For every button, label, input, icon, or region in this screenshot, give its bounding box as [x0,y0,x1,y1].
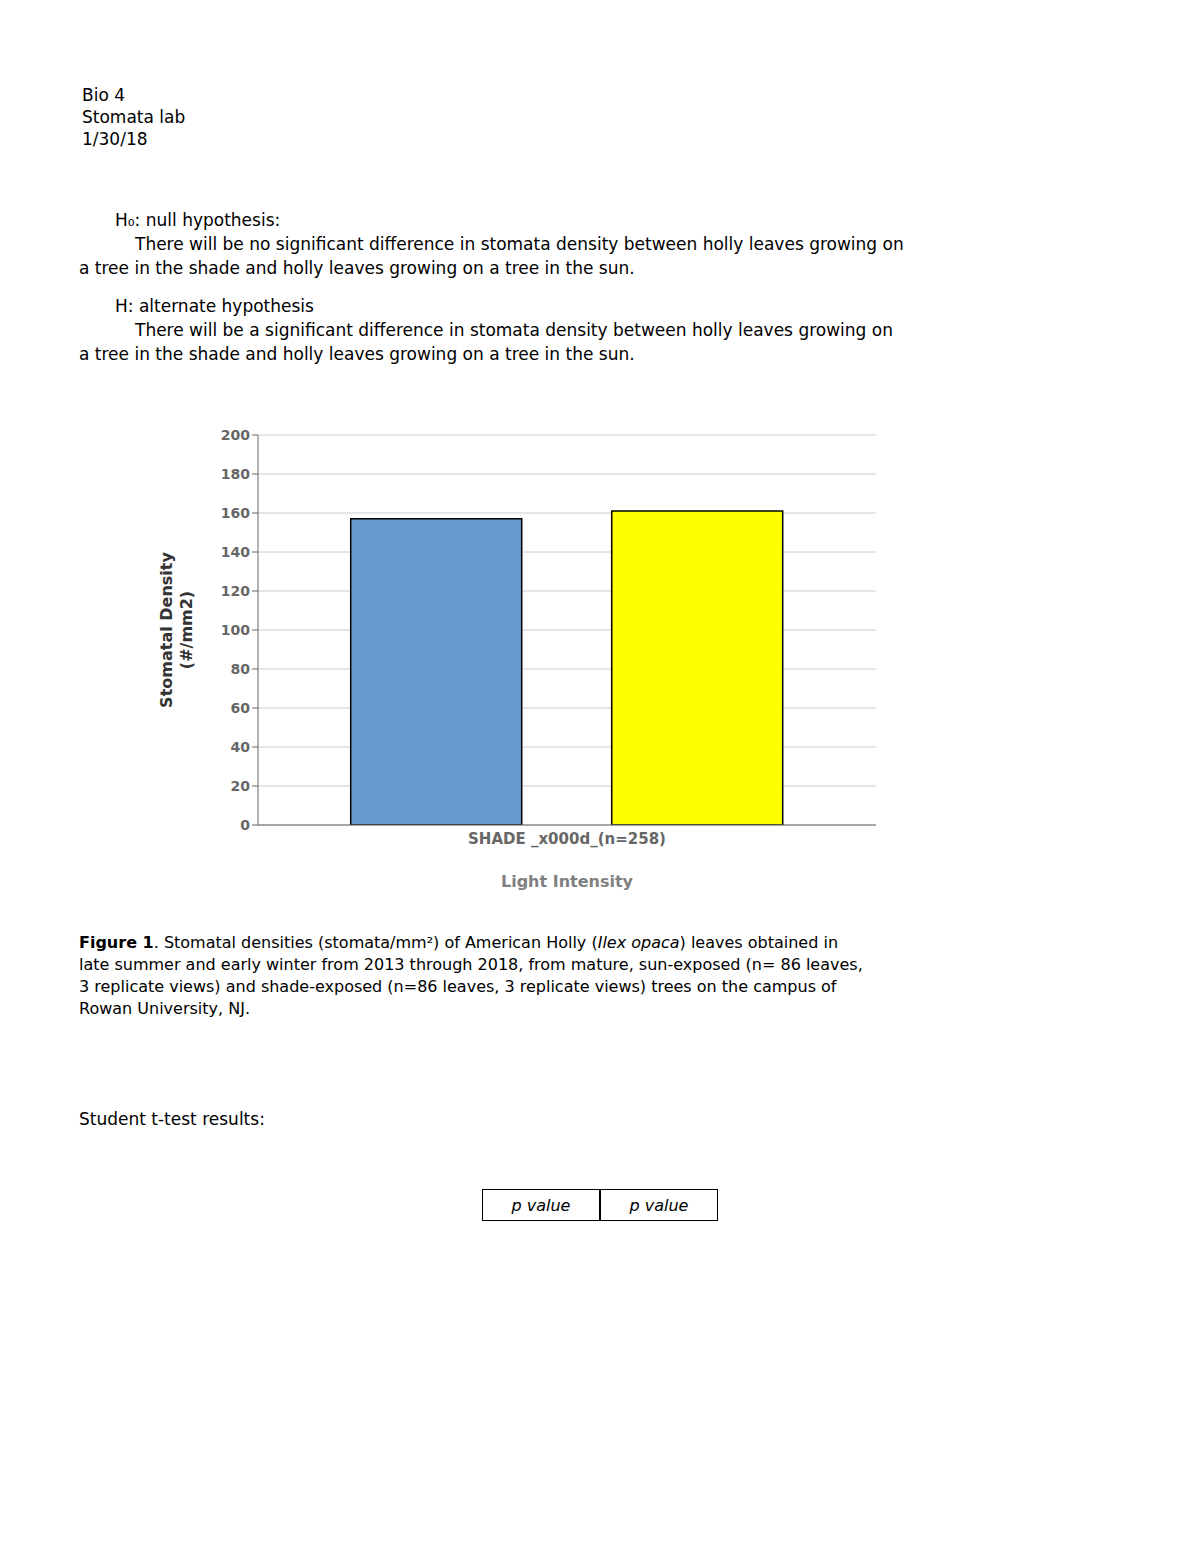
svg-text:100: 100 [221,622,250,638]
html-text:a tree in the shade and holly: a tree in the shade and holly leaves gro… [79,258,635,278]
svg-text:200: 200 [221,427,250,443]
html-text:Rowan University, NJ.: Rowan University, NJ. [79,999,250,1018]
svg-text:140: 140 [221,544,250,560]
html-text:H₀: null hypothesis:: H₀: null hypothesis: [115,210,281,230]
html-text:p value: p value [511,1195,571,1215]
html-text:late summer and early winter f: late summer and early winter from 2013 t… [79,955,863,974]
html-text:Student t-test results:: Student t-test results: [79,1109,265,1129]
svg-text:60: 60 [231,700,251,716]
html-text:a tree in the shade and holly: a tree in the shade and holly leaves gro… [79,344,635,364]
html-text:3 replicate views) and shade-e: 3 replicate views) and shade-exposed (n=… [79,977,837,996]
svg-text:SHADE _x000d_(n=258): SHADE _x000d_(n=258) [468,830,666,848]
svg-text:20: 20 [231,778,251,794]
svg-text:80: 80 [231,661,251,677]
svg-text:180: 180 [221,466,250,482]
html-text:p value: p value [629,1195,689,1215]
svg-text:40: 40 [231,739,251,755]
html-text:Stomata lab: Stomata lab [82,107,186,127]
html-text:There will be no significant d: There will be no significant difference … [135,234,904,254]
svg-text:120: 120 [221,583,250,599]
html-text:There will be a significant di: There will be a significant difference i… [135,320,893,340]
html-text:Bio 4: Bio 4 [82,85,125,105]
html-text:Figure 1. Stomatal densities (: Figure 1. Stomatal densities (stomata/mm… [79,933,838,952]
svg-text:Light Intensity: Light Intensity [501,872,634,891]
html-text:H⁡: alternate hypothesis: H⁡: alternate hypothesis [115,296,314,316]
svg-text:160: 160 [221,505,250,521]
svg-text:0: 0 [240,817,250,833]
svg-text:Stomatal Density(#/mm2): Stomatal Density(#/mm2) [157,552,196,708]
html-text:1/30/18: 1/30/18 [82,129,148,149]
